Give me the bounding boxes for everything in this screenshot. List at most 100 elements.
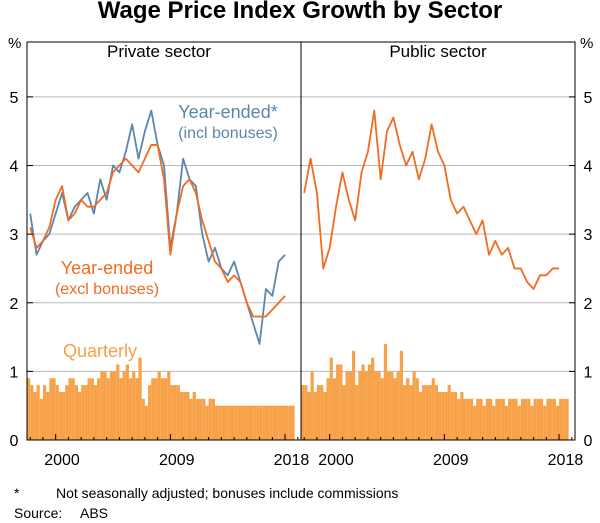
bar bbox=[301, 385, 305, 440]
bar bbox=[68, 378, 72, 440]
bar bbox=[151, 378, 155, 440]
bar bbox=[214, 405, 219, 440]
bar bbox=[393, 378, 397, 440]
bar bbox=[27, 378, 31, 440]
x-tick-label: 2009 bbox=[159, 452, 195, 469]
bar bbox=[527, 398, 531, 440]
bar bbox=[323, 391, 327, 440]
bar bbox=[415, 378, 419, 440]
bar bbox=[488, 398, 493, 440]
bar bbox=[364, 371, 368, 440]
x-tick-label: 2009 bbox=[433, 452, 469, 469]
label-year-ended-incl: Year-ended* bbox=[178, 102, 277, 122]
bar bbox=[485, 398, 489, 440]
x-tick-label: 2018 bbox=[274, 452, 310, 469]
footnote-text: Not seasonally adjusted; bonuses include… bbox=[56, 485, 398, 501]
bar bbox=[367, 364, 372, 440]
bar bbox=[469, 398, 474, 440]
bar bbox=[154, 378, 158, 440]
bar bbox=[351, 350, 356, 440]
bar bbox=[224, 405, 228, 440]
quarterly-bars-private bbox=[27, 357, 295, 440]
bar bbox=[49, 378, 53, 440]
bar bbox=[52, 378, 56, 440]
bar bbox=[109, 371, 114, 440]
bar bbox=[313, 391, 317, 440]
bar bbox=[316, 385, 321, 440]
bar bbox=[275, 405, 279, 440]
y-tick-label-right: 4 bbox=[584, 159, 593, 176]
panel-title-private: Private sector bbox=[107, 42, 211, 61]
bar bbox=[552, 398, 556, 440]
bar bbox=[256, 405, 260, 440]
bar bbox=[288, 405, 292, 440]
series-lines bbox=[29, 109, 560, 345]
bar bbox=[135, 378, 139, 440]
bar bbox=[463, 398, 467, 440]
bar bbox=[326, 378, 330, 440]
bar bbox=[46, 391, 50, 440]
bar bbox=[307, 391, 311, 440]
bar bbox=[387, 371, 391, 440]
bar bbox=[202, 398, 206, 440]
bar bbox=[55, 385, 59, 440]
x-tick-labels: 2000 2009 2018 2000 2009 2018 bbox=[29, 434, 584, 469]
bar bbox=[77, 391, 82, 440]
bar bbox=[90, 378, 94, 440]
bar bbox=[431, 378, 435, 440]
y-tick-labels: 0 0 1 1 2 2 3 3 4 4 5 5 bbox=[10, 90, 593, 450]
bar bbox=[345, 371, 349, 440]
label-year-ended-incl-sub: (incl bonuses) bbox=[178, 125, 278, 142]
bar bbox=[65, 385, 69, 440]
bar bbox=[132, 371, 136, 440]
bar bbox=[265, 405, 270, 440]
bar bbox=[211, 398, 215, 440]
bar bbox=[144, 405, 149, 440]
bar bbox=[555, 405, 560, 440]
bar bbox=[116, 364, 120, 440]
bar bbox=[450, 391, 454, 440]
bar bbox=[441, 391, 445, 440]
bar bbox=[230, 405, 235, 440]
bar bbox=[195, 398, 200, 440]
bar bbox=[221, 405, 225, 440]
bar bbox=[310, 371, 314, 440]
bar bbox=[227, 405, 231, 440]
bar bbox=[495, 398, 499, 440]
bar bbox=[380, 378, 384, 440]
bar bbox=[281, 405, 286, 440]
bar bbox=[524, 398, 528, 440]
bar bbox=[546, 398, 550, 440]
bar bbox=[438, 391, 442, 440]
bar bbox=[176, 385, 180, 440]
bar bbox=[183, 391, 187, 440]
x-tick-label: 2000 bbox=[44, 452, 80, 469]
bar bbox=[390, 371, 394, 440]
bar bbox=[253, 405, 257, 440]
y-tick-label-left: 0 bbox=[10, 433, 19, 450]
bar bbox=[285, 405, 289, 440]
bar bbox=[377, 371, 381, 440]
bar bbox=[329, 357, 333, 440]
bar bbox=[434, 385, 438, 440]
bar bbox=[246, 405, 251, 440]
bar bbox=[383, 343, 388, 440]
bar bbox=[336, 364, 340, 440]
bar bbox=[84, 385, 88, 440]
bar bbox=[93, 385, 98, 440]
y-tick-label-right: 2 bbox=[584, 296, 593, 313]
bar bbox=[508, 398, 512, 440]
bar bbox=[39, 398, 43, 440]
bar bbox=[355, 385, 359, 440]
bar bbox=[406, 378, 410, 440]
bar bbox=[399, 350, 403, 440]
bar bbox=[565, 398, 569, 440]
bar bbox=[71, 378, 75, 440]
source-label: Source: bbox=[14, 505, 62, 521]
bar bbox=[240, 405, 244, 440]
line-private-excl-bonuses bbox=[29, 144, 286, 318]
bar bbox=[447, 385, 451, 440]
y-tick-label-right: 3 bbox=[584, 227, 593, 244]
x-tick-label: 2018 bbox=[548, 452, 584, 469]
bar bbox=[269, 405, 273, 440]
